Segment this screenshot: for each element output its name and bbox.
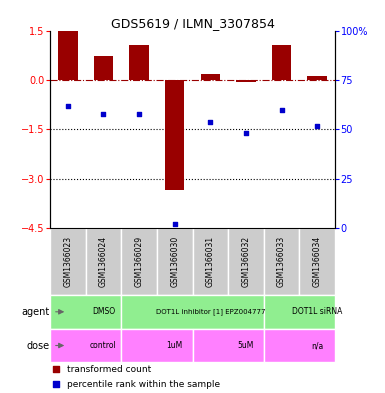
- Bar: [129, 44, 149, 81]
- Text: GSM1366034: GSM1366034: [313, 236, 321, 287]
- Title: GDS5619 / ILMN_3307854: GDS5619 / ILMN_3307854: [110, 17, 275, 30]
- Bar: [58, 31, 78, 81]
- Text: transformed count: transformed count: [67, 365, 151, 374]
- Bar: [201, 74, 220, 81]
- Bar: [50, 228, 85, 295]
- Bar: [121, 295, 264, 329]
- Bar: [264, 295, 335, 329]
- Text: n/a: n/a: [311, 341, 323, 350]
- Text: percentile rank within the sample: percentile rank within the sample: [67, 380, 220, 389]
- Text: GSM1366033: GSM1366033: [277, 236, 286, 287]
- Bar: [228, 228, 264, 295]
- Text: GSM1366031: GSM1366031: [206, 236, 215, 287]
- Text: GSM1366024: GSM1366024: [99, 236, 108, 287]
- Text: dose: dose: [26, 340, 49, 351]
- Point: [65, 103, 71, 109]
- Bar: [307, 75, 327, 81]
- Text: GSM1366023: GSM1366023: [64, 236, 72, 287]
- Text: agent: agent: [21, 307, 49, 317]
- Text: 1uM: 1uM: [167, 341, 183, 350]
- Text: GSM1366030: GSM1366030: [170, 236, 179, 287]
- Bar: [272, 44, 291, 81]
- Text: GSM1366032: GSM1366032: [241, 236, 250, 287]
- Bar: [236, 81, 256, 82]
- Point: [53, 381, 59, 387]
- Bar: [121, 228, 157, 295]
- Bar: [264, 329, 335, 362]
- Point: [314, 123, 320, 129]
- Bar: [157, 228, 192, 295]
- Point: [278, 107, 285, 113]
- Text: 5uM: 5uM: [238, 341, 254, 350]
- Text: control: control: [90, 341, 117, 350]
- Text: DOT1L inhibitor [1] EPZ004777: DOT1L inhibitor [1] EPZ004777: [156, 309, 265, 315]
- Bar: [192, 329, 264, 362]
- Point: [207, 119, 213, 125]
- Bar: [50, 295, 121, 329]
- Point: [243, 130, 249, 136]
- Text: GSM1366029: GSM1366029: [135, 236, 144, 287]
- Point: [136, 111, 142, 117]
- Point: [53, 366, 59, 372]
- Bar: [165, 81, 184, 190]
- Bar: [50, 329, 121, 362]
- Bar: [264, 228, 300, 295]
- Bar: [94, 56, 113, 81]
- Bar: [300, 228, 335, 295]
- Point: [100, 111, 107, 117]
- Bar: [85, 228, 121, 295]
- Text: DOT1L siRNA: DOT1L siRNA: [292, 307, 342, 316]
- Text: DMSO: DMSO: [92, 307, 115, 316]
- Bar: [121, 329, 192, 362]
- Point: [172, 220, 178, 227]
- Bar: [192, 228, 228, 295]
